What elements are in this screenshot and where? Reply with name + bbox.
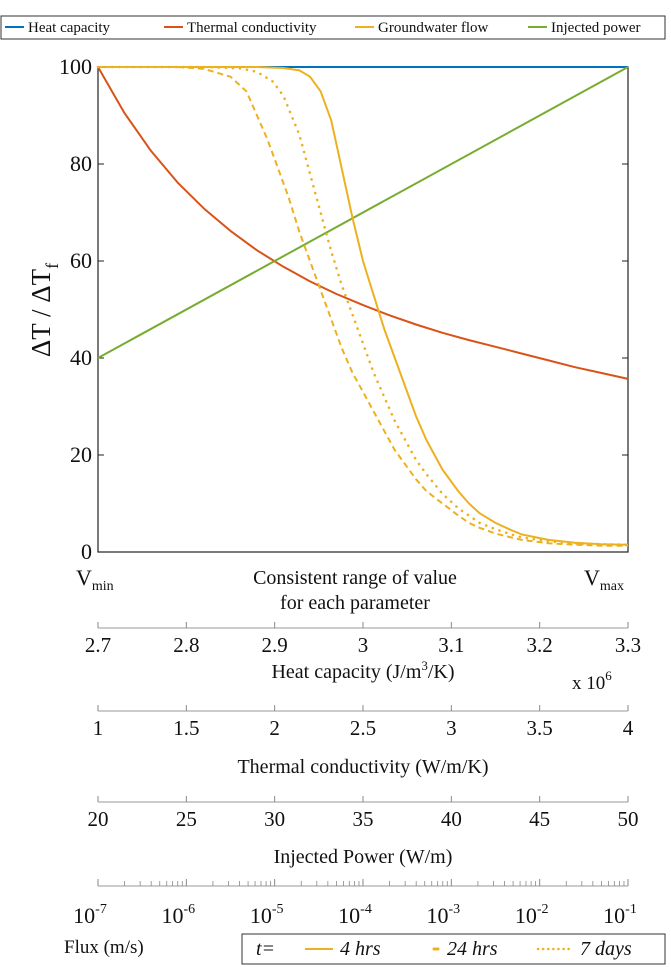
axis-tick-label: 1.5 [173, 716, 199, 740]
axis-tick-label: 2.7 [85, 633, 111, 657]
legend-label-thermal: Thermal conductivity [187, 20, 317, 36]
axis-tick-label: 2.9 [262, 633, 288, 657]
flux-tick-label: 10-7 [73, 902, 107, 928]
y-tick-label: 100 [59, 54, 92, 79]
axis-tick-label: 30 [264, 807, 285, 831]
axis-tick-label: 35 [353, 807, 374, 831]
heat-capacity-axis-ticks: 2.7 2.8 2.9 3 3.1 3.2 3.3 [85, 622, 641, 657]
series-line-7-days [98, 66, 628, 547]
injected-power-axis: 20 25 30 35 40 45 50 Injected Power (W/m) [88, 796, 639, 868]
plot-area [97, 66, 629, 553]
top-legend: Heat capacity Thermal conductivity Groun… [0, 15, 666, 40]
axis-tick-label: 45 [529, 807, 550, 831]
series-line-injected-power [97, 66, 629, 359]
flux-tick-label: 10-3 [426, 902, 460, 928]
flux-tick-label: 10-2 [515, 902, 549, 928]
flux-tick-label: 10-4 [338, 902, 372, 928]
axis-tick-label: 3 [358, 633, 369, 657]
x-max-label: Vmax [584, 565, 624, 594]
time-legend-label-7days: 7 days [580, 938, 632, 960]
axis-tick-label: 3.3 [615, 633, 641, 657]
axis-tick-label: 50 [618, 807, 639, 831]
time-legend-label-24hrs: 24 hrs [447, 938, 498, 960]
y-tick-label: 60 [70, 248, 92, 273]
series-layer [96, 65, 630, 547]
axis-tick-label: 20 [88, 807, 109, 831]
x-min-label: Vmin [76, 565, 114, 594]
legend-label-groundwater: Groundwater flow [378, 20, 489, 36]
x-range-caption-line1: Consistent range of value [253, 567, 457, 589]
y-tick-label: 80 [70, 151, 92, 176]
flux-axis: 10-7 10-6 10-5 10-4 10-3 10-2 10-1 Flux (m/s) [64, 879, 637, 958]
series-line-thermal-conductivity [97, 66, 629, 380]
axis-tick-label: 3.5 [527, 716, 553, 740]
axis-tick-label: 25 [176, 807, 197, 831]
axis-tick-label: 3.2 [527, 633, 553, 657]
axis-tick-label: 4 [623, 716, 634, 740]
flux-tick-label: 10-6 [161, 902, 195, 928]
top-legend-box [0, 15, 666, 40]
heat-capacity-multiplier: x 106 [572, 668, 612, 694]
legend-label-heat: Heat capacity [28, 20, 111, 36]
time-legend: t= 4 hrs 24 hrs 7 days [241, 933, 666, 965]
flux-axis-title: Flux (m/s) [64, 937, 144, 958]
series-line-4-hrs [98, 66, 629, 546]
x-range-caption-line2: for each parameter [280, 592, 430, 614]
axis-tick-label: 2.8 [173, 633, 199, 657]
series-line-24-hrs [96, 65, 630, 546]
heat-capacity-axis: 2.7 2.8 2.9 3 3.1 3.2 3.3 Heat capacity (J/m3/… [85, 622, 641, 694]
thermal-conductivity-axis: 1 1.5 2 2.5 3 3.5 4 Thermal conductivity (W/m/… [93, 705, 634, 778]
injected-power-axis-ticks: 20 25 30 35 40 45 50 [88, 796, 639, 831]
axis-tick-label: 3.1 [438, 633, 464, 657]
thermal-conductivity-axis-title: Thermal conductivity (W/m/K) [237, 756, 488, 778]
flux-tick-label: 10-5 [250, 902, 284, 928]
axis-tick-label: 40 [441, 807, 462, 831]
injected-power-axis-title: Injected Power (W/m) [274, 846, 453, 868]
y-axis-label: ΔT / ΔTf [26, 263, 62, 357]
y-tick-label: 40 [70, 345, 92, 370]
axis-tick-label: 2.5 [350, 716, 376, 740]
time-legend-label-4hrs: 4 hrs [340, 938, 381, 960]
heat-capacity-axis-title: Heat capacity (J/m3/K) [271, 658, 454, 683]
flux-axis-ticks: 10-7 10-6 10-5 10-4 10-3 10-2 10-1 [73, 879, 637, 928]
legend-label-power: Injected power [551, 20, 641, 36]
thermal-conductivity-axis-ticks: 1 1.5 2 2.5 3 3.5 4 [93, 705, 634, 740]
axis-tick-label: 3 [446, 716, 457, 740]
y-axis: 0 20 40 60 80 100 [59, 54, 628, 564]
axis-tick-label: 1 [93, 716, 104, 740]
flux-tick-label: 10-1 [603, 902, 637, 928]
y-tick-label: 0 [81, 539, 92, 564]
time-legend-prefix: t= [256, 938, 275, 960]
axis-tick-label: 2 [269, 716, 280, 740]
y-tick-label: 20 [70, 442, 92, 467]
